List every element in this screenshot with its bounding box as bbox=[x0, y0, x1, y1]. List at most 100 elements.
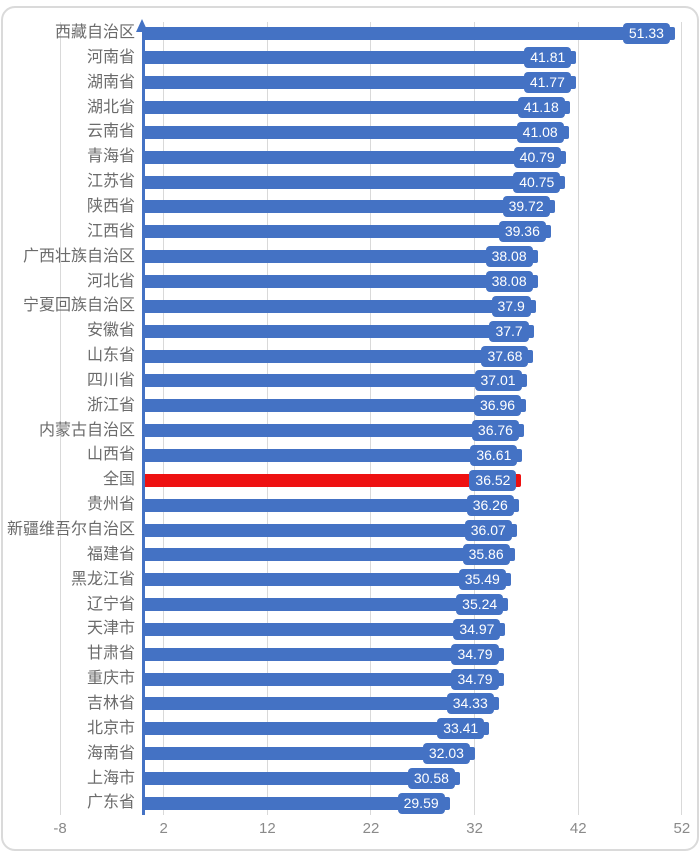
value-label: 36.26 bbox=[466, 494, 514, 516]
category-label: 西藏自治区 bbox=[54, 24, 135, 41]
category-label: 吉林省 bbox=[86, 694, 135, 712]
category-label: 湖南省 bbox=[86, 73, 135, 91]
value-label: 34.79 bbox=[451, 668, 499, 690]
bar bbox=[143, 200, 555, 214]
category-label: 湖北省 bbox=[86, 98, 135, 116]
value-label: 39.72 bbox=[502, 196, 550, 218]
bar bbox=[143, 622, 506, 636]
value-label: 40.79 bbox=[513, 146, 561, 168]
category-label: 江苏省 bbox=[86, 173, 135, 191]
category-label: 北京市 bbox=[86, 719, 135, 737]
bar bbox=[143, 349, 534, 363]
bar bbox=[143, 796, 450, 810]
value-label: 36.61 bbox=[470, 444, 518, 466]
value-label: 36.76 bbox=[471, 420, 519, 442]
gridline bbox=[681, 22, 683, 815]
value-label: 36.52 bbox=[469, 469, 517, 491]
category-label: 浙江省 bbox=[86, 396, 135, 414]
x-tick-label: -8 bbox=[53, 820, 67, 837]
value-label: 41.18 bbox=[517, 97, 565, 119]
x-tick-label: 12 bbox=[259, 820, 276, 837]
bar-highlight bbox=[143, 473, 522, 487]
x-tick-label: 32 bbox=[466, 820, 483, 837]
gridline bbox=[163, 22, 165, 815]
value-label: 40.75 bbox=[513, 171, 561, 193]
bar bbox=[143, 250, 538, 264]
bar bbox=[143, 26, 675, 40]
value-label: 37.7 bbox=[489, 320, 529, 342]
bar bbox=[143, 51, 577, 65]
bar bbox=[143, 76, 576, 90]
bar bbox=[143, 399, 527, 413]
value-label: 39.36 bbox=[498, 221, 546, 243]
value-label: 30.58 bbox=[407, 768, 455, 789]
bar bbox=[143, 672, 504, 686]
category-label: 甘肃省 bbox=[86, 645, 135, 663]
bar bbox=[143, 573, 511, 587]
bar bbox=[143, 125, 569, 139]
bar bbox=[143, 523, 517, 537]
category-label: 黑龙江省 bbox=[70, 570, 135, 588]
bar bbox=[143, 498, 519, 512]
value-label: 34.97 bbox=[453, 618, 501, 640]
value-label: 34.79 bbox=[451, 643, 499, 665]
x-tick-label: 22 bbox=[362, 820, 380, 837]
value-label: 37.01 bbox=[474, 370, 522, 392]
value-label: 35.86 bbox=[462, 544, 510, 566]
category-label: 海南省 bbox=[86, 744, 135, 762]
category-label: 上海市 bbox=[86, 769, 135, 787]
bar bbox=[143, 647, 504, 661]
category-label: 贵州省 bbox=[86, 496, 135, 514]
value-label: 33.41 bbox=[437, 718, 485, 740]
bar bbox=[143, 722, 490, 736]
category-label: 安徽省 bbox=[86, 322, 135, 340]
gridline bbox=[266, 22, 268, 815]
bar bbox=[143, 424, 524, 438]
category-label: 辽宁省 bbox=[86, 595, 135, 613]
bar bbox=[143, 697, 499, 711]
value-label: 41.77 bbox=[523, 72, 571, 94]
category-label: 云南省 bbox=[86, 123, 135, 141]
category-label: 宁夏回族自治区 bbox=[22, 297, 135, 315]
bar bbox=[143, 324, 534, 338]
value-label: 32.03 bbox=[422, 743, 470, 765]
value-label: 35.49 bbox=[458, 569, 506, 591]
x-tick-label: 2 bbox=[159, 820, 168, 837]
bar bbox=[143, 374, 527, 388]
value-label: 37.9 bbox=[491, 295, 531, 317]
value-label: 41.08 bbox=[516, 121, 564, 143]
category-label: 内蒙古自治区 bbox=[38, 421, 135, 439]
bar bbox=[143, 150, 566, 164]
category-label: 四川省 bbox=[86, 371, 135, 389]
category-label: 河南省 bbox=[86, 48, 135, 66]
category-label: 山西省 bbox=[86, 446, 135, 464]
category-label: 福建省 bbox=[86, 545, 135, 563]
bar bbox=[143, 299, 536, 313]
value-label: 41.81 bbox=[524, 47, 572, 69]
bar bbox=[143, 772, 460, 785]
bar bbox=[143, 175, 566, 189]
category-label: 全国 bbox=[102, 471, 135, 489]
value-label: 51.33 bbox=[622, 22, 670, 44]
value-label: 29.59 bbox=[397, 792, 445, 814]
category-label: 陕西省 bbox=[86, 197, 135, 215]
category-label: 天津市 bbox=[86, 620, 135, 638]
category-label: 重庆市 bbox=[86, 670, 135, 688]
value-label: 35.24 bbox=[456, 594, 504, 616]
axis-arrow-up-icon bbox=[136, 19, 148, 32]
value-label: 37.68 bbox=[481, 345, 529, 367]
value-label: 38.08 bbox=[485, 246, 533, 268]
bar bbox=[143, 548, 515, 562]
value-label: 34.33 bbox=[446, 693, 494, 715]
bar bbox=[143, 598, 509, 612]
value-label: 36.07 bbox=[464, 519, 512, 541]
bar bbox=[143, 747, 475, 761]
gridline bbox=[59, 22, 61, 815]
category-label: 青海省 bbox=[86, 148, 135, 166]
gridline bbox=[474, 22, 476, 815]
x-tick-label: 42 bbox=[569, 820, 587, 837]
bar bbox=[143, 275, 538, 288]
value-label: 38.08 bbox=[485, 271, 533, 292]
category-label: 广西壮族自治区 bbox=[22, 247, 135, 265]
